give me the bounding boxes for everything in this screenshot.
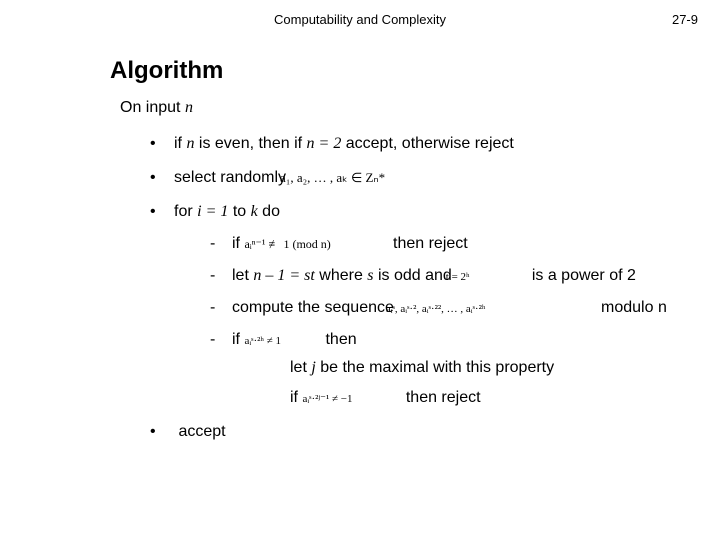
course-header: Computability and Complexity (0, 0, 720, 27)
text: let (290, 359, 311, 376)
step-even-check: if n is even, then if n = 2 accept, othe… (150, 135, 720, 153)
text: then (325, 331, 356, 348)
slide-title: Algorithm (110, 57, 720, 85)
text: if (232, 331, 244, 348)
intro-text: On input (120, 99, 185, 116)
page-number: 27-9 (672, 12, 698, 27)
text: is even, then if (194, 135, 306, 152)
text: where (315, 267, 367, 284)
text: if (232, 235, 244, 252)
decompose-n: let n – 1 = st where s is odd andt = 2ʰ … (210, 267, 720, 285)
step-select-random: select randomlya₁, a₂, … , aₖ ∈ Zₙ* (150, 169, 720, 187)
eq-last: aᵢˢ·²ʰ ≠ 1 (244, 335, 281, 347)
text: is odd and (374, 267, 452, 284)
text: then reject (406, 389, 481, 406)
var-k: k (251, 203, 258, 220)
loop-body: if aᵢⁿ⁻¹ ≢ 1 (mod n) then reject let n –… (210, 235, 720, 407)
step-for-loop: for i = 1 to k do if aᵢⁿ⁻¹ ≢ 1 (mod n) t… (150, 203, 720, 407)
check-last: if aᵢˢ·²ʰ ≠ 1 then let j be the maximal … (210, 331, 720, 407)
text: if (174, 135, 186, 152)
eq-st: n – 1 = st (253, 267, 314, 284)
intro-var-n: n (185, 99, 193, 116)
text: compute the sequence (232, 299, 394, 316)
eq-fermat: aᵢⁿ⁻¹ ≢ 1 (mod n) (244, 237, 330, 251)
eq-t2h: t = 2ʰ (446, 271, 470, 283)
text: be the maximal with this property (316, 359, 554, 376)
eq-n2: n = 2 (307, 135, 342, 152)
text: accept, otherwise reject (341, 135, 514, 152)
eq-i1: i = 1 (197, 203, 228, 220)
text: is a power of 2 (532, 267, 636, 284)
text: for (174, 203, 197, 220)
algorithm-steps: if n is even, then if n = 2 accept, othe… (150, 135, 720, 441)
text: if (290, 389, 302, 406)
text: let (232, 267, 253, 284)
eq-neg1: aᵢˢ·²ʲ⁻¹ ≠ −1 (302, 393, 352, 405)
text: then reject (393, 235, 468, 252)
check-fermat: if aᵢⁿ⁻¹ ≢ 1 (mod n) then reject (210, 235, 720, 253)
intro-line: On input n (120, 99, 720, 117)
step-accept: accept (150, 423, 720, 441)
text: modulo n (601, 299, 667, 316)
text: select randomly (174, 169, 286, 186)
text: do (258, 203, 280, 220)
if-reject-line: if aᵢˢ·²ʲ⁻¹ ≠ −1 then reject (290, 389, 720, 407)
text: to (228, 203, 250, 220)
compute-sequence: compute the sequenceaᵢˢ, aᵢˢ·², aᵢˢ·²², … (210, 299, 720, 317)
accept-text: accept (178, 423, 225, 440)
inner-block: let j be the maximal with this property … (290, 359, 720, 407)
random-seq: a₁, a₂, … , aₖ ∈ Zₙ* (280, 170, 385, 185)
let-j-line: let j be the maximal with this property (290, 359, 720, 377)
seq-powers: aᵢˢ, aᵢˢ·², aᵢˢ·²², … , aᵢˢ·²ʰ (386, 303, 486, 315)
